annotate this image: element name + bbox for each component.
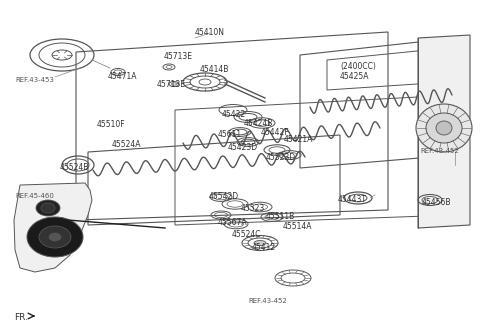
Text: 45421A: 45421A — [284, 135, 313, 144]
Ellipse shape — [416, 104, 472, 152]
Ellipse shape — [49, 233, 61, 241]
Text: 45611: 45611 — [218, 130, 242, 139]
Text: 45567A: 45567A — [218, 218, 248, 227]
Text: 45542D: 45542D — [209, 192, 239, 201]
Ellipse shape — [36, 200, 60, 216]
Text: 45523: 45523 — [241, 204, 265, 213]
Text: 45410N: 45410N — [195, 28, 225, 37]
Polygon shape — [14, 183, 92, 272]
Text: 45422: 45422 — [222, 110, 246, 119]
Polygon shape — [418, 35, 470, 228]
Ellipse shape — [436, 121, 452, 135]
Ellipse shape — [39, 226, 71, 248]
Text: 45511B: 45511B — [266, 212, 295, 221]
Text: 45524C: 45524C — [232, 230, 262, 239]
Text: 45524A: 45524A — [112, 140, 142, 149]
Text: REF.43-453: REF.43-453 — [15, 77, 54, 83]
Text: 45471A: 45471A — [108, 72, 137, 81]
Text: 45523D: 45523D — [266, 153, 296, 162]
Text: 45424B: 45424B — [244, 119, 274, 128]
Ellipse shape — [254, 240, 266, 245]
Text: 45414B: 45414B — [200, 65, 229, 74]
Text: 45713E: 45713E — [157, 80, 186, 89]
Text: 45524B: 45524B — [60, 163, 89, 172]
Text: (2400CC): (2400CC) — [340, 62, 376, 71]
Text: 45412: 45412 — [252, 243, 276, 252]
Text: 45425A: 45425A — [340, 72, 370, 81]
Text: REF.45-460: REF.45-460 — [15, 193, 54, 199]
Text: 45442F: 45442F — [261, 128, 289, 137]
Ellipse shape — [41, 203, 55, 213]
Text: REF.43-452: REF.43-452 — [420, 148, 459, 154]
Text: 45713E: 45713E — [164, 52, 193, 61]
Text: 45456B: 45456B — [422, 198, 452, 207]
Text: 45423D: 45423D — [228, 143, 258, 152]
Ellipse shape — [27, 217, 83, 257]
Text: 45514A: 45514A — [283, 222, 312, 231]
Text: 45443T: 45443T — [338, 195, 367, 204]
Text: FR.: FR. — [14, 313, 28, 322]
Text: 45510F: 45510F — [97, 120, 126, 129]
Ellipse shape — [426, 113, 462, 143]
Text: REF.43-452: REF.43-452 — [248, 298, 287, 304]
